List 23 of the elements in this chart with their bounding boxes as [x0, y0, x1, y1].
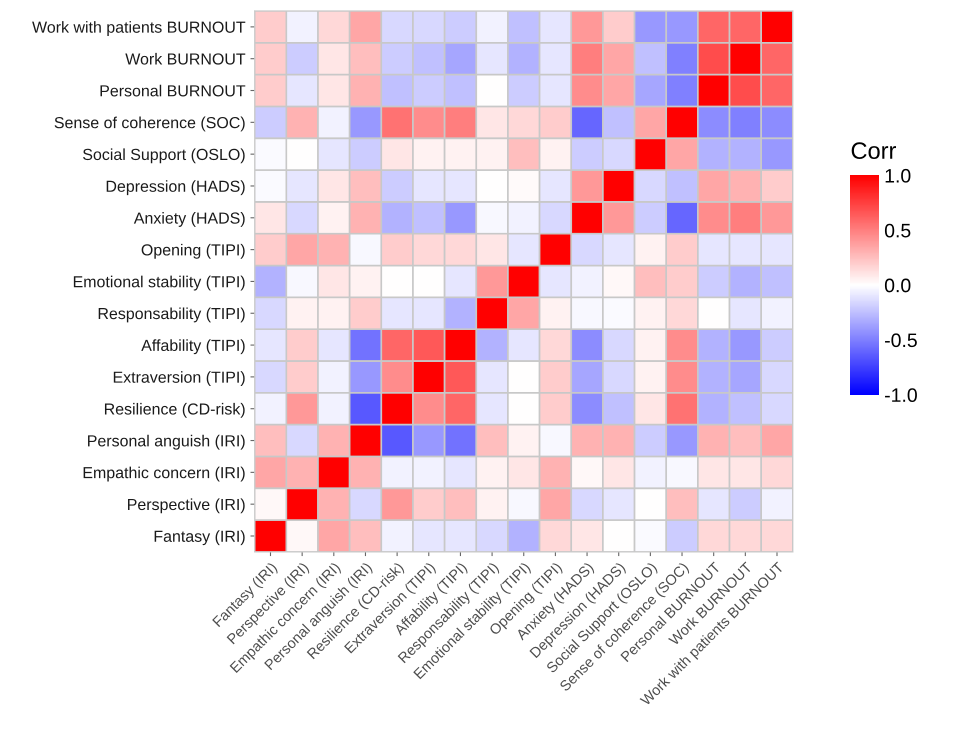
y-tick-label: Perspective (IRI) [128, 498, 245, 514]
y-tick-label: Opening (TIPI) [142, 244, 245, 259]
y-tick-label: Resilience (CD-risk) [104, 402, 245, 418]
y-tick-label: Fantasy (IRI) [154, 530, 245, 546]
color-bar-label: 0.0 [884, 278, 910, 292]
y-tick-label: Affability (TIPI) [141, 339, 245, 354]
y-tick-label: Responsability (TIPI) [98, 307, 245, 322]
y-tick-label: Work BURNOUT [125, 52, 246, 65]
y-tick-label: Anxiety (HADS) [134, 212, 245, 227]
y-tick-label: Depression (HADS) [106, 180, 245, 196]
color-bar-label: -1.0 [885, 388, 917, 402]
color-bar-label: 1.0 [886, 168, 910, 183]
y-tick-label: Sense of coherence (SOC) [54, 116, 245, 132]
y-tick-label: Extraversion (TIPI) [114, 371, 245, 386]
y-tick-label: Personal BURNOUT [100, 84, 246, 96]
y-tick-label: Social Support (OSLO) [83, 148, 245, 164]
y-tick-label: Personal anguish (IRI) [88, 434, 245, 450]
y-tick-label: Emotional stability (TIPI) [74, 276, 245, 291]
color-bar-label: 0.5 [884, 224, 910, 238]
color-bar-title: Corr [852, 142, 896, 160]
color-bar-label: -0.5 [885, 333, 917, 348]
y-tick-label: Empathic concern (IRI) [84, 466, 245, 482]
y-tick-label: Work with patients BURNOUT [32, 21, 246, 36]
